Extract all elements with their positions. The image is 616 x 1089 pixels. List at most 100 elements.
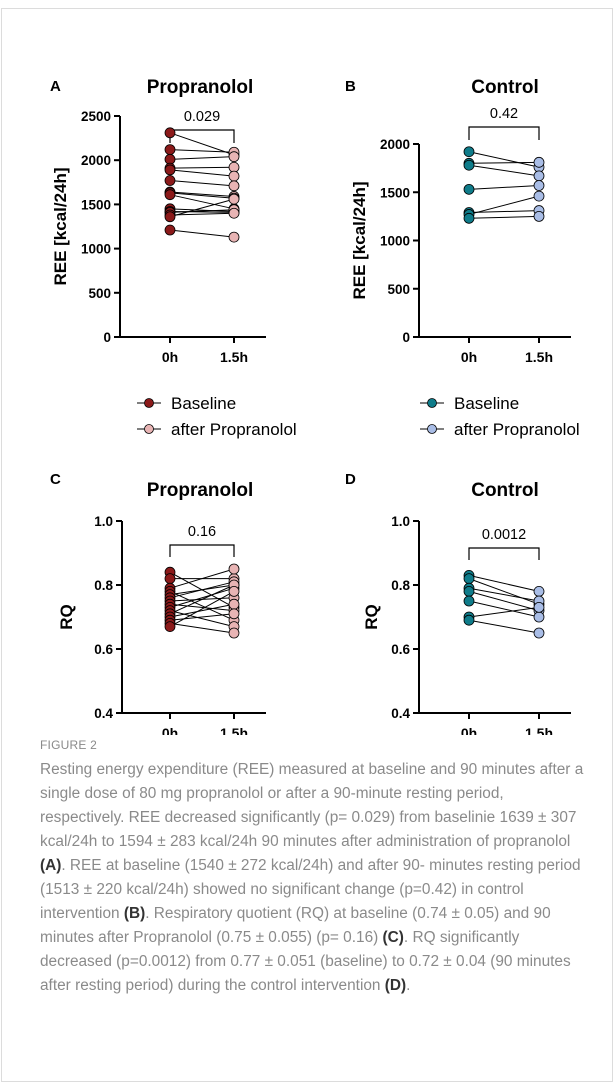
x-tick-label: 1.5h <box>220 349 248 365</box>
y-tick-label: 500 <box>387 282 410 297</box>
y-tick-label: 1500 <box>81 197 111 212</box>
y-axis-label: RQ <box>57 604 76 630</box>
significance-bracket <box>169 544 235 557</box>
baseline-point <box>463 146 475 158</box>
pair-line <box>468 195 540 215</box>
baseline-point <box>164 127 176 139</box>
baseline-point <box>164 224 176 236</box>
caption-text: . REE at baseline (1540 ± 272 kcal/24h) … <box>40 857 581 922</box>
x-tick-label: 1.5h <box>220 725 248 735</box>
pair-line <box>169 603 235 612</box>
panel-letter: A <box>50 78 61 95</box>
pair-line <box>169 603 235 618</box>
pair-line <box>169 229 235 238</box>
after-point <box>533 170 545 182</box>
pair-line <box>468 590 540 612</box>
y-tick-label: 0 <box>103 330 111 345</box>
pair-line <box>169 208 235 212</box>
pair-line <box>468 161 540 164</box>
pair-line <box>169 587 235 608</box>
baseline-point <box>164 211 176 223</box>
pair-line <box>169 610 235 628</box>
figure-label: FIGURE 2 <box>40 738 97 752</box>
pair-line <box>169 194 235 210</box>
pair-line <box>169 212 235 216</box>
pair-line <box>468 587 540 602</box>
panel-a: A Propranolol 0 500 1000 1500 2000 2500 REE [kca… <box>50 77 297 439</box>
chart-title: Control <box>471 480 539 501</box>
pair-line <box>169 613 235 621</box>
pair-line <box>468 184 540 190</box>
caption-text: . <box>406 977 411 994</box>
pair-line <box>169 590 235 628</box>
after-point <box>228 627 240 639</box>
y-tick-label: 2000 <box>81 153 111 168</box>
legend-marker <box>144 424 154 434</box>
x-tick-label: 0h <box>162 349 178 365</box>
after-point <box>228 231 240 243</box>
y-tick-label: 1000 <box>81 242 111 257</box>
panel-letter: C <box>50 471 61 488</box>
y-axis-label: REE [kcal/24h] <box>51 167 70 285</box>
significance-bracket <box>468 547 540 560</box>
y-axis-label: RQ <box>362 604 381 630</box>
baseline-point <box>164 189 176 201</box>
legend-label: Baseline <box>454 394 519 413</box>
y-tick-label: 0.4 <box>391 706 410 721</box>
y-tick-label: 0.8 <box>94 578 113 593</box>
panel-letter: B <box>345 78 356 95</box>
y-tick-label: 0.6 <box>94 642 113 657</box>
x-tick-label: 1.5h <box>525 725 553 735</box>
pair-line <box>169 191 235 197</box>
y-tick-label: 1.0 <box>391 514 410 529</box>
pair-line <box>169 149 235 153</box>
legend-label: after Propranolol <box>171 420 297 439</box>
legend-label: Baseline <box>171 394 236 413</box>
panel-letter: D <box>345 471 356 488</box>
caption-panel-ref: (B) <box>123 905 146 922</box>
baseline-point <box>463 586 475 597</box>
caption-panel-ref: (C) <box>382 929 404 946</box>
y-tick-label: 0 <box>402 330 410 345</box>
pair-line <box>169 590 235 621</box>
legend-marker <box>427 424 437 434</box>
pair-line <box>169 192 235 199</box>
baseline-point <box>164 573 176 584</box>
pair-line <box>169 622 235 634</box>
pair-line <box>169 156 235 160</box>
baseline-point <box>463 212 475 224</box>
after-point <box>228 598 240 610</box>
chart-title: Propranolol <box>147 77 254 98</box>
p-value-label: 0.029 <box>184 109 220 125</box>
after-point <box>533 190 545 202</box>
baseline-point <box>463 183 475 195</box>
baseline-point <box>463 573 475 584</box>
baseline-point <box>164 164 176 176</box>
pair-line <box>468 574 540 592</box>
p-value-label: 0.16 <box>188 524 216 540</box>
pair-line <box>169 166 235 169</box>
pair-line <box>169 581 235 599</box>
pair-line <box>468 215 540 219</box>
after-point <box>228 193 240 205</box>
after-point <box>533 586 545 597</box>
x-tick-label: 0h <box>461 349 477 365</box>
chart-title: Propranolol <box>147 480 254 501</box>
p-value-label: 0.0012 <box>482 527 526 543</box>
y-axis-label: REE [kcal/24h] <box>350 181 369 299</box>
baseline-point <box>164 621 176 632</box>
baseline-point <box>463 614 475 626</box>
after-point <box>533 156 545 168</box>
pair-line <box>468 164 540 177</box>
panel-d: D Control 0.4 0.6 0.8 1.0 RQ 0h 1.5h 0.0012 <box>345 471 571 735</box>
y-tick-label: 1.0 <box>94 514 113 529</box>
caption-text: Resting energy expenditure (REE) measure… <box>40 761 584 850</box>
significance-bracket <box>468 126 540 140</box>
after-point <box>533 602 545 613</box>
pair-line <box>169 209 235 213</box>
x-tick-label: 0h <box>461 725 477 735</box>
x-tick-label: 1.5h <box>525 349 553 365</box>
pair-line <box>468 578 540 605</box>
baseline-point <box>463 159 475 171</box>
pair-line <box>468 210 540 214</box>
